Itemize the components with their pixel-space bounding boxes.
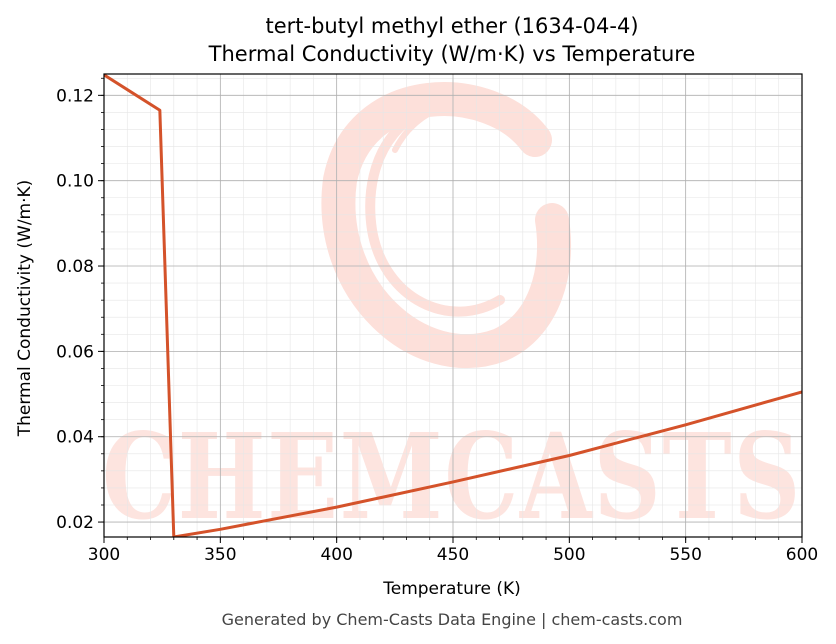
x-tick-label: 400: [320, 545, 352, 565]
watermark: CHEMCASTS: [102, 82, 802, 546]
x-tick-label: 450: [437, 545, 469, 565]
y-tick-label: 0.10: [56, 172, 94, 192]
y-tick-label: 0.04: [56, 428, 94, 448]
footer-credit: Generated by Chem-Casts Data Engine | ch…: [222, 610, 683, 629]
x-tick-label: 350: [204, 545, 236, 565]
y-tick-label: 0.12: [56, 86, 94, 106]
watermark-text: CHEMCASTS: [102, 407, 802, 546]
y-tick-label: 0.08: [56, 257, 94, 277]
y-tick-label: 0.02: [56, 513, 94, 533]
x-axis-label: Temperature (K): [382, 579, 521, 599]
plot-area: [104, 74, 802, 537]
x-tick-label: 550: [669, 545, 701, 565]
ticks: 300 350 400 450 500 550 600 0.02 0.04 0.06 0.08 0.1…: [56, 77, 818, 565]
y-axis-label: Thermal Conductivity (W/m·K): [15, 180, 35, 438]
x-tick-label: 600: [786, 545, 818, 565]
series-line-0: [104, 74, 802, 537]
x-tick-label: 500: [553, 545, 585, 565]
x-tick-label: 300: [88, 545, 120, 565]
chart-title: tert-butyl methyl ether (1634-04-4): [265, 14, 638, 38]
watermark-logo-swirl: [321, 82, 572, 368]
grid: [103, 74, 803, 537]
chart-subtitle: Thermal Conductivity (W/m·K) vs Temperat…: [208, 42, 696, 66]
y-tick-label: 0.06: [56, 342, 94, 362]
